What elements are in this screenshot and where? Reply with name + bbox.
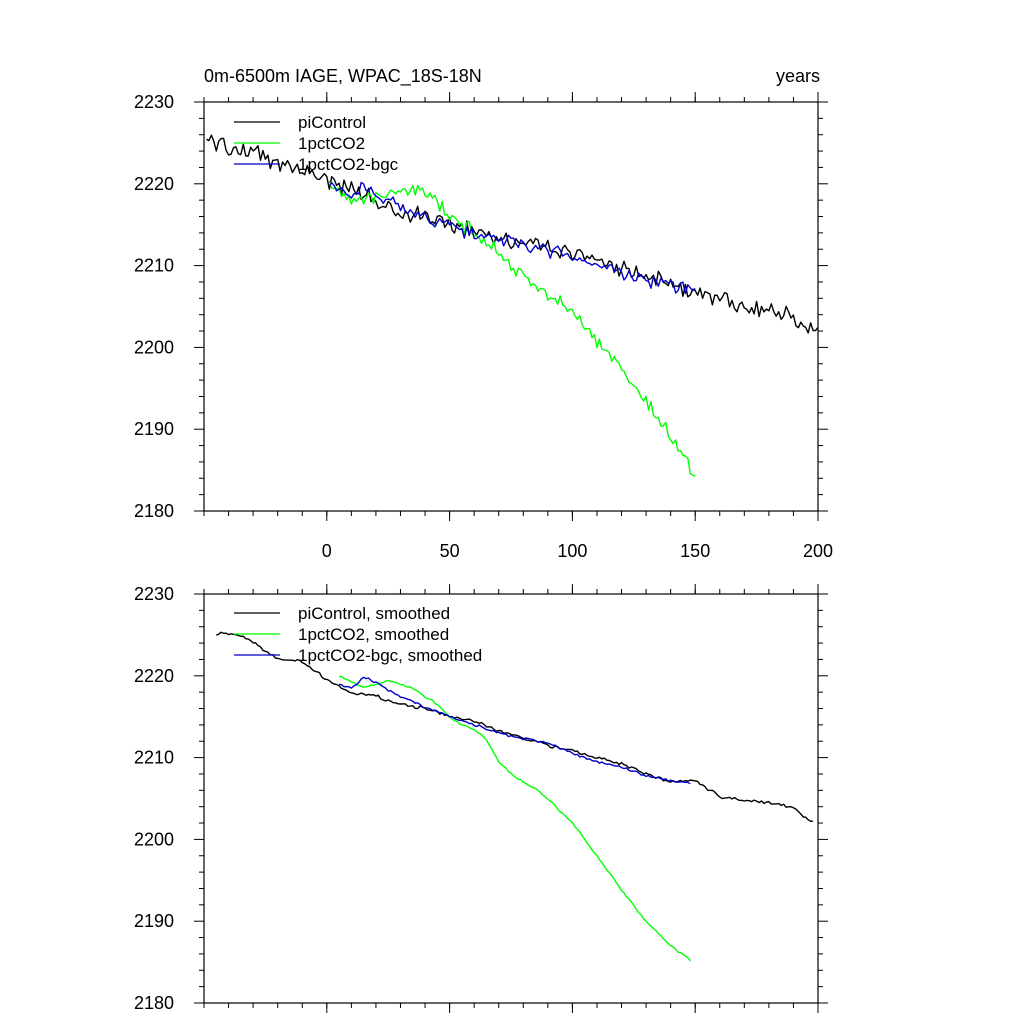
y-tick-label: 2190 (134, 911, 174, 931)
y-tick-label: 2230 (134, 92, 174, 112)
series-line-1pctco2-bgc-smoothed (338, 676, 691, 785)
y-tick-label: 2180 (134, 501, 174, 521)
chart-title-right: years (776, 66, 820, 86)
series-line-picontrol (206, 134, 818, 334)
legend: piControl, smoothed 1pctCO2, smoothed 1p… (234, 604, 482, 665)
y-tick-label: 2220 (134, 174, 174, 194)
panel-top: 0m-6500m IAGE, WPAC_18S-18N years 218021… (134, 66, 833, 561)
y-tick-label: 2220 (134, 666, 174, 686)
axis-ticks (194, 92, 828, 521)
x-tick-label: 200 (803, 541, 833, 561)
series-line-1pctco2 (328, 180, 696, 477)
series-line-1pctco2-smoothed (339, 675, 691, 962)
legend-label-1pctco2: 1pctCO2 (298, 134, 365, 153)
series-line-picontrol-smoothed (216, 631, 814, 822)
y-tick-label: 2190 (134, 419, 174, 439)
y-tick-label: 2210 (134, 256, 174, 276)
x-tick-label: 0 (322, 541, 332, 561)
y-tick-labels: 2180 2190 2200 2210 2220 2230 (134, 92, 174, 521)
panel-bottom: 2180 2190 2200 2210 2220 2230 piControl, smoo… (134, 584, 828, 1013)
y-tick-label: 2180 (134, 993, 174, 1013)
plot-frame (203, 101, 819, 512)
y-tick-label: 2200 (134, 829, 174, 849)
legend: piControl 1pctCO2 1pctCO2-bgc (234, 113, 399, 174)
x-tick-label: 150 (680, 541, 710, 561)
y-tick-label: 2230 (134, 584, 174, 604)
x-tick-label: 100 (557, 541, 587, 561)
x-tick-label: 50 (440, 541, 460, 561)
data-lines (216, 631, 814, 962)
chart-title: 0m-6500m IAGE, WPAC_18S-18N (204, 66, 482, 87)
x-tick-labels: 0 50 100 150 200 (322, 541, 833, 561)
y-tick-label: 2200 (134, 337, 174, 357)
legend-label-1pctco2-bgc-smoothed: 1pctCO2-bgc, smoothed (298, 646, 482, 665)
data-lines (206, 134, 818, 477)
legend-label-picontrol: piControl (298, 113, 366, 132)
legend-label-1pctco2-bgc: 1pctCO2-bgc (298, 155, 399, 174)
axis-ticks (194, 584, 828, 1013)
legend-label-picontrol-smoothed: piControl, smoothed (298, 604, 450, 623)
legend-label-1pctco2-smoothed: 1pctCO2, smoothed (298, 625, 449, 644)
y-tick-label: 2210 (134, 748, 174, 768)
y-tick-labels: 2180 2190 2200 2210 2220 2230 (134, 584, 174, 1013)
series-line-1pctco2-bgc (328, 181, 696, 295)
plot-frame (203, 593, 819, 1004)
